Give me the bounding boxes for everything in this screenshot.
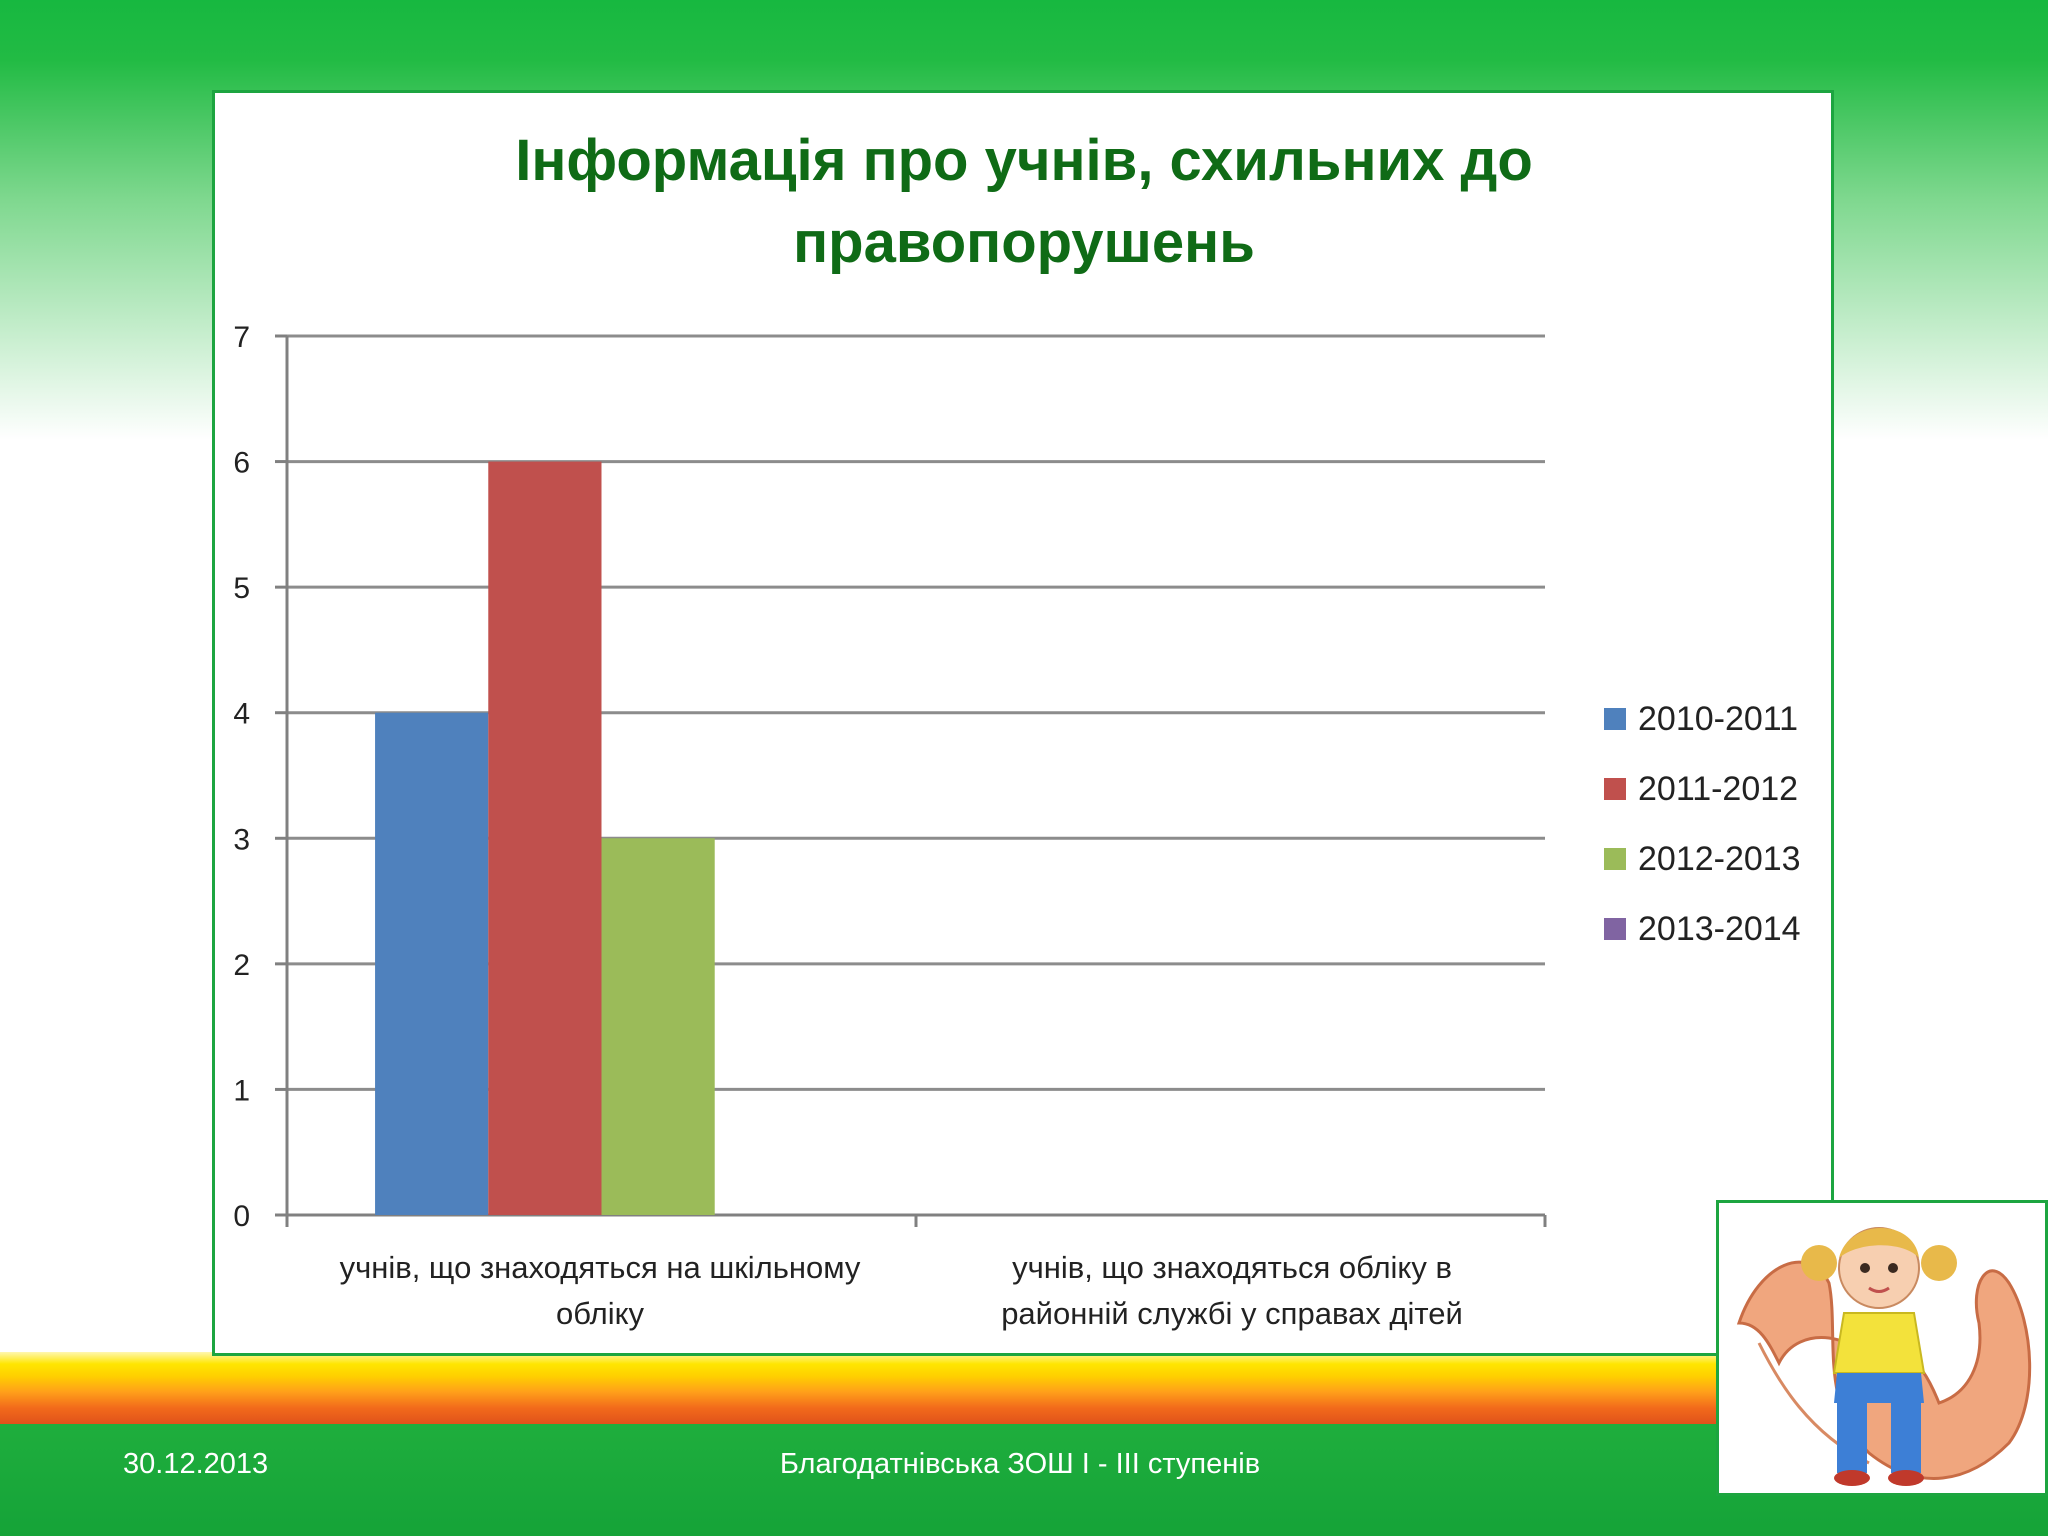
footer-stripe [0,1352,2048,1424]
category-label-district: учнів, що знаходяться обліку в районній … [932,1245,1532,1337]
y-tick-label: 5 [233,572,250,605]
legend-item-2012-2013: 2012-2013 [1604,840,1844,878]
category-label-school-line-1: учнів, що знаходяться на шкільному [339,1250,861,1285]
chart-title: Інформація про учнів, схильних до правоп… [0,120,2048,284]
legend-swatch [1604,848,1626,870]
bar-2010-2011 [375,712,489,1215]
category-label-school-line-2: обліку [556,1296,644,1331]
y-tick-label: 3 [233,823,250,856]
category-label-district-line-1: учнів, що знаходяться обліку в [1012,1250,1452,1285]
legend-item-2011-2012: 2011-2012 [1604,770,1844,808]
y-tick-label: 1 [233,1074,250,1107]
y-tick-label: 2 [233,949,250,982]
y-tick-label: 4 [233,698,250,731]
footer-date: 30.12.2013 [123,1448,269,1480]
legend-label: 2010-2011 [1638,700,1799,738]
category-label-school: учнів, що знаходяться на шкільному облік… [300,1245,900,1337]
legend-label: 2013-2014 [1638,910,1801,948]
legend-swatch [1604,918,1626,940]
legend-swatch [1604,778,1626,800]
footer-school-name: Благодатнівська ЗОШ I - III ступенів [779,1448,1261,1480]
y-tick-label: 0 [233,1200,250,1233]
footer-band [0,1424,2048,1536]
bar-2011-2012 [488,461,602,1216]
y-tick-label: 6 [233,447,250,480]
legend-swatch [1604,708,1626,730]
category-label-district-line-2: районній службі у справах дітей [1001,1296,1463,1331]
legend-label: 2012-2013 [1638,840,1801,878]
chart-title-line-1: Інформація про учнів, схильних до [515,128,1533,193]
chart-title-line-2: правопорушень [793,210,1255,275]
legend-item-2013-2014: 2013-2014 [1604,910,1844,948]
bar-2012-2013 [601,838,715,1215]
legend-item-2010-2011: 2010-2011 [1604,700,1844,738]
y-tick-label: 7 [233,321,250,354]
girl-in-hands-icon [1736,1227,2032,1486]
legend-label: 2011-2012 [1638,770,1799,808]
girl-in-hands-picture [1716,1200,2048,1496]
